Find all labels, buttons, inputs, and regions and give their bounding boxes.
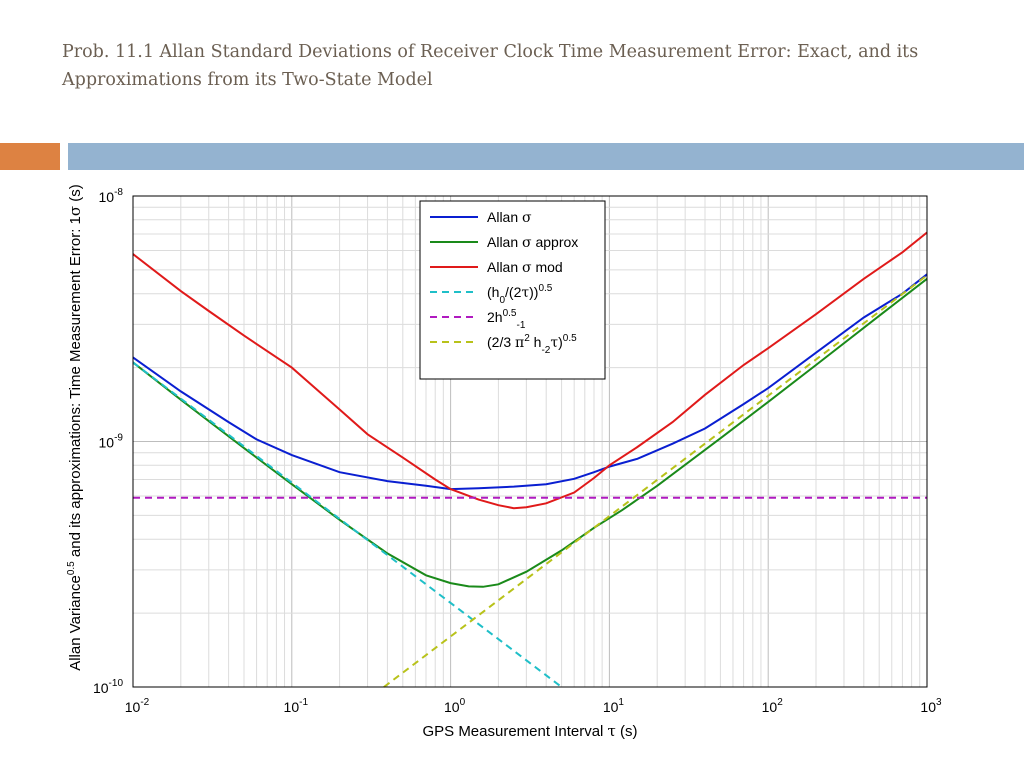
slide-title-line-1: Prob. 11.1 Allan Standard Deviations of … bbox=[62, 42, 919, 62]
plot-frame bbox=[132, 195, 928, 688]
y-tick-label: 10-8 bbox=[99, 187, 124, 205]
x-tick-label: 10-2 bbox=[125, 697, 150, 715]
legend-label-allan: Allan σ bbox=[487, 209, 532, 226]
series-approx-line bbox=[132, 278, 928, 588]
accent-bar-blue bbox=[68, 143, 1024, 170]
accent-bar-orange bbox=[0, 143, 60, 170]
series-allan-line bbox=[132, 273, 928, 491]
series-layer bbox=[132, 231, 928, 688]
legend: Allan σ Allan σ approx Allan σ mod (h0​/(2τ… bbox=[419, 200, 606, 380]
tick-labels: 10-2 10-1 100 101 102 103 10-10 10-9 10-8 bbox=[93, 187, 942, 715]
x-tick-label: 10-1 bbox=[284, 697, 309, 715]
legend-box bbox=[419, 200, 606, 380]
y-tick-label: 10-9 bbox=[99, 433, 124, 451]
slide-title: Prob. 11.1 Allan Standard Deviations of … bbox=[62, 38, 962, 94]
y-tick-label: 10-10 bbox=[93, 678, 123, 696]
legend-label-approx: Allan σ approx bbox=[487, 234, 578, 251]
x-tick-label: 101 bbox=[603, 697, 625, 715]
grid-layer bbox=[133, 196, 927, 687]
legend-label-rw: (2/3 π2​ h-2​τ)0.5​ bbox=[487, 333, 577, 356]
x-tick-label: 100 bbox=[444, 697, 466, 715]
legend-label-flicker: 2h0.5​-1​ bbox=[487, 308, 526, 331]
x-tick-label: 103 bbox=[920, 697, 942, 715]
legend-label-mod: Allan σ mod bbox=[487, 259, 563, 276]
series-white-line bbox=[132, 361, 563, 688]
slide-title-line-2: Approximations from its Two-State Model bbox=[62, 70, 433, 90]
legend-label-white: (h0​/(2τ))0.5​ bbox=[487, 283, 553, 306]
y-axis-label: Allan Variance0.5​ and its approximation… bbox=[66, 184, 84, 671]
series-rw-line bbox=[383, 274, 928, 688]
x-axis-label: GPS Measurement Interval τ (s) bbox=[422, 722, 637, 740]
x-tick-label: 102 bbox=[762, 697, 784, 715]
series-mod-line bbox=[132, 231, 928, 510]
